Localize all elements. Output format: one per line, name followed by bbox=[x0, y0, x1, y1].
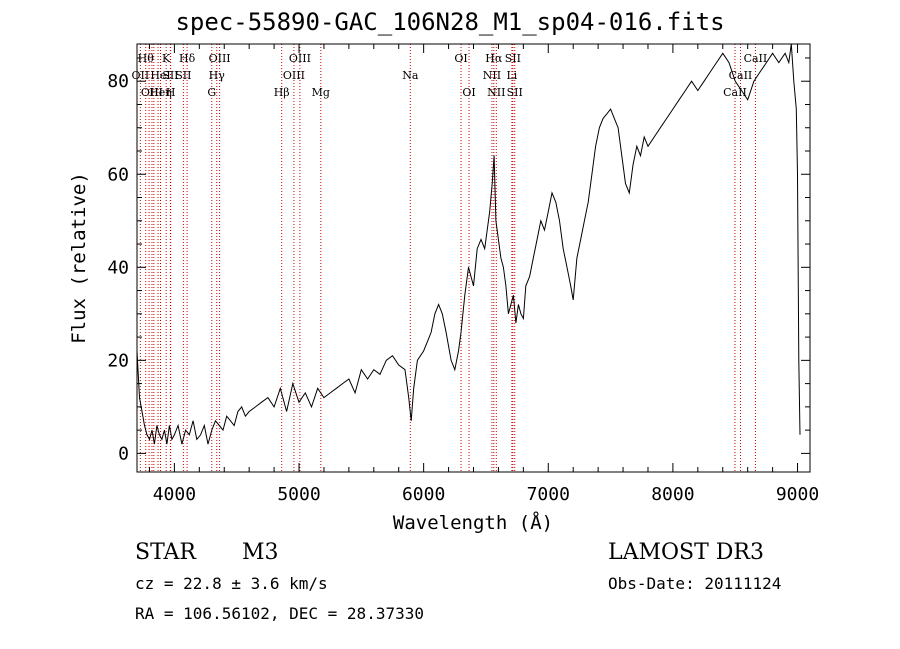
line-marker-label: OIII bbox=[209, 52, 231, 65]
line-marker-label: OI bbox=[462, 86, 475, 99]
line-marker-label: Mg bbox=[312, 86, 330, 99]
line-marker-label: Hβ bbox=[274, 86, 290, 99]
x-tick-label: 4000 bbox=[153, 484, 196, 505]
redshift-value: cz = 22.8 ± 3.6 km/s bbox=[135, 574, 328, 593]
line-marker-label: Hγ bbox=[209, 69, 226, 82]
x-tick-label: 5000 bbox=[277, 484, 320, 505]
y-tick-label: 60 bbox=[107, 164, 129, 185]
line-marker-label: CaII bbox=[723, 86, 747, 99]
line-marker-labels: HθOIIOIIIHeηHeIKSIIHHδSIIGHγOIIIHβOIIIOI… bbox=[132, 52, 768, 99]
object-subclass: M3 bbox=[242, 540, 279, 565]
line-marker-label: HeI bbox=[150, 69, 170, 82]
line-marker-label: K bbox=[162, 52, 171, 65]
y-tick-label: 20 bbox=[107, 350, 129, 371]
line-marker-label: Heη bbox=[149, 86, 172, 99]
line-marker-label: OIII bbox=[289, 52, 311, 65]
x-tick-label: 6000 bbox=[402, 484, 445, 505]
line-marker-label: OIII bbox=[283, 69, 305, 82]
line-marker-label: SII bbox=[175, 69, 191, 82]
y-axis-label: Flux (relative) bbox=[68, 172, 90, 344]
object-class: STAR bbox=[135, 540, 196, 565]
line-marker-label: Hδ bbox=[179, 52, 196, 65]
line-marker-label: G bbox=[207, 86, 216, 99]
sky-coordinates: RA = 106.56102, DEC = 28.37330 bbox=[135, 604, 424, 623]
line-marker-label: SII bbox=[505, 52, 521, 65]
line-marker-label: NII bbox=[483, 69, 501, 82]
y-tick-label: 80 bbox=[107, 71, 129, 92]
survey-name: LAMOST DR3 bbox=[608, 540, 764, 565]
chart-title: spec-55890-GAC_106N28_M1_sp04-016.fits bbox=[175, 8, 725, 36]
x-axis-label: Wavelength (Å) bbox=[393, 511, 553, 534]
x-axis-ticks: 4000 5000 6000 7000 8000 9000 bbox=[148, 44, 819, 505]
y-axis-ticks: 0 20 40 60 80 bbox=[107, 57, 810, 464]
x-tick-label: 7000 bbox=[527, 484, 570, 505]
x-tick-label: 9000 bbox=[776, 484, 819, 505]
plot-frame bbox=[136, 43, 811, 473]
series-line-flux bbox=[136, 43, 801, 445]
line-marker-label: CaII bbox=[729, 69, 753, 82]
line-marker-label: CaII bbox=[744, 52, 768, 65]
line-marker-label: OII bbox=[132, 69, 150, 82]
line-marker-label: Li bbox=[506, 69, 517, 82]
line-marker-label: Hθ bbox=[138, 52, 155, 65]
y-tick-label: 40 bbox=[107, 257, 129, 278]
observation-date: Obs-Date: 20111124 bbox=[608, 574, 782, 593]
line-marker-label: SII bbox=[507, 86, 523, 99]
line-marker-label: OI bbox=[454, 52, 467, 65]
line-marker-label: SII bbox=[162, 69, 178, 82]
line-markers bbox=[139, 44, 756, 472]
line-marker-label: OIII bbox=[141, 86, 163, 99]
x-tick-label: 8000 bbox=[651, 484, 694, 505]
line-marker-label: H bbox=[166, 86, 176, 99]
line-marker-label: Na bbox=[402, 69, 419, 82]
line-marker-label: Hα bbox=[485, 52, 503, 65]
line-marker-label: NII bbox=[487, 86, 505, 99]
y-tick-label: 0 bbox=[118, 443, 129, 464]
